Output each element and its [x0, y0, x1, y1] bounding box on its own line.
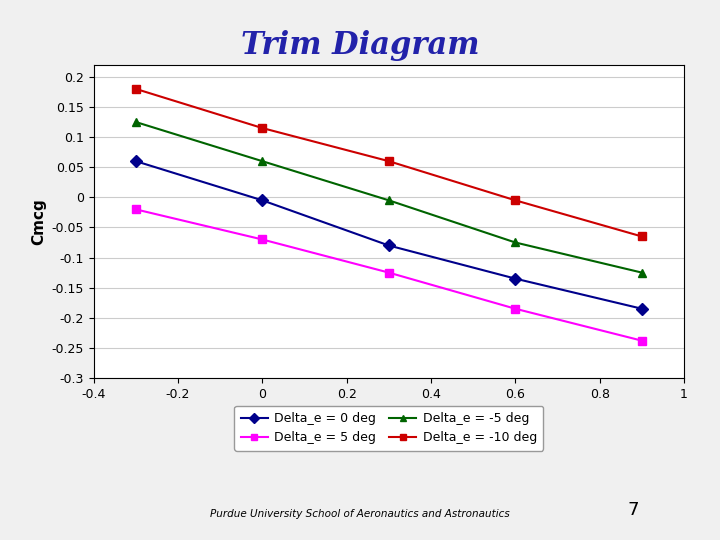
Line: Delta_e = 5 deg: Delta_e = 5 deg [132, 205, 646, 345]
Delta_e = -10 deg [511, 197, 520, 204]
Text: Trim Diagram: Trim Diagram [240, 30, 480, 62]
Delta_e = -5 deg [637, 269, 646, 276]
Delta_e = 5 deg [384, 269, 393, 276]
Delta_e = 0 deg [637, 306, 646, 312]
X-axis label: CL: CL [379, 406, 399, 421]
Line: Delta_e = 0 deg: Delta_e = 0 deg [132, 157, 646, 313]
Delta_e = 5 deg [511, 306, 520, 312]
Line: Delta_e = -10 deg: Delta_e = -10 deg [132, 85, 646, 241]
Text: 7: 7 [628, 502, 639, 519]
Legend: Delta_e = 0 deg, Delta_e = 5 deg, Delta_e = -5 deg, Delta_e = -10 deg: Delta_e = 0 deg, Delta_e = 5 deg, Delta_… [235, 406, 543, 450]
Delta_e = 0 deg [511, 275, 520, 282]
Delta_e = -5 deg [132, 119, 140, 125]
Delta_e = -10 deg [258, 125, 266, 131]
Delta_e = 0 deg [384, 242, 393, 249]
Line: Delta_e = -5 deg: Delta_e = -5 deg [132, 118, 646, 277]
Delta_e = 5 deg [132, 206, 140, 213]
Delta_e = -5 deg [511, 239, 520, 246]
Delta_e = -10 deg [132, 86, 140, 92]
Delta_e = -10 deg [637, 233, 646, 240]
Delta_e = 5 deg [637, 338, 646, 344]
Delta_e = 5 deg [258, 236, 266, 242]
Text: Purdue University School of Aeronautics and Astronautics: Purdue University School of Aeronautics … [210, 509, 510, 519]
Delta_e = 0 deg [132, 158, 140, 164]
Y-axis label: Cmcg: Cmcg [31, 198, 46, 245]
Delta_e = 0 deg [258, 197, 266, 204]
Delta_e = -5 deg [258, 158, 266, 164]
Delta_e = -5 deg [384, 197, 393, 204]
Delta_e = -10 deg [384, 158, 393, 164]
